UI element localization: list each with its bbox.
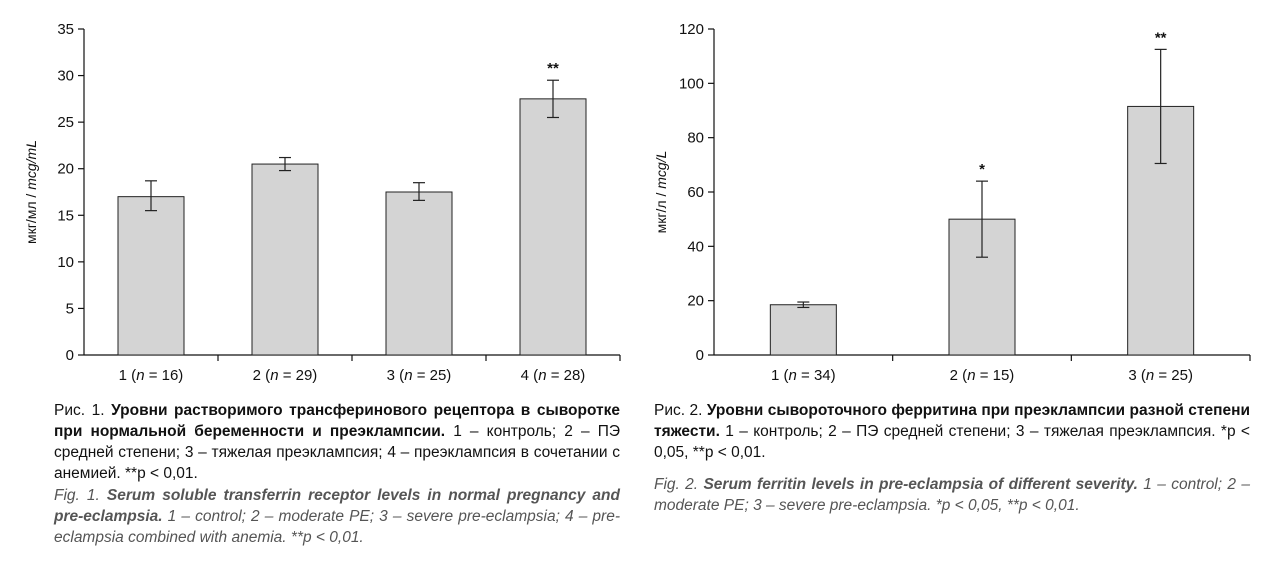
significance-marker: ** (547, 60, 559, 77)
caption-2-ru-title: Уровни сывороточного ферритина при преэк… (654, 402, 1250, 440)
bar (117, 196, 185, 356)
bar (385, 191, 453, 356)
x-tick-label-post: = 29) (279, 367, 318, 384)
x-tick-label-n: n (404, 367, 412, 384)
x-tick-label: 3 (n = 25) (387, 367, 452, 384)
x-tick-label: 1 (n = 16) (119, 367, 184, 384)
x-tick-label-post: = 34) (797, 367, 836, 384)
y-tick-label: 120 (679, 21, 704, 38)
x-tick-label-post: = 16) (145, 367, 184, 384)
y-tick-label: 0 (696, 347, 704, 364)
caption-1-en-prefix: Fig. 1. (54, 487, 107, 504)
caption-1-en-title: Serum soluble transferrin receptor level… (54, 487, 620, 525)
caption-1-ru-prefix: Рис. 1. (54, 402, 112, 419)
bar (769, 304, 837, 356)
x-tick-label-n: n (538, 367, 546, 384)
y-tick-label: 10 (57, 254, 74, 271)
caption-1-en-text: 1 – control; 2 – moderate PE; 3 – severe… (54, 508, 620, 546)
x-tick-label-pre: 3 ( (387, 367, 405, 384)
y-tick-label: 100 (679, 75, 704, 92)
y-axis-label-main: мкг/мл / (23, 190, 39, 244)
x-tick-label-pre: 4 ( (521, 367, 539, 384)
y-tick-label: 60 (687, 184, 704, 201)
x-tick-label-n: n (967, 367, 975, 384)
x-tick-label-pre: 2 ( (253, 367, 271, 384)
y-tick-label: 30 (57, 68, 74, 85)
y-tick-label: 20 (687, 293, 704, 310)
x-tick-label-n: n (136, 367, 144, 384)
y-axis-label-main: мкг/л / (653, 189, 669, 234)
caption-2-ru-text: 1 – контроль; 2 – ПЭ средней степени; 3 … (654, 423, 1250, 461)
x-tick-label-post: = 25) (413, 367, 452, 384)
y-axis-label-unit: mcg/mL (23, 140, 39, 190)
y-tick-label: 0 (66, 347, 74, 364)
x-tick-label-pre: 2 ( (950, 367, 968, 384)
caption-1-en: Fig. 1. Serum soluble transferrin recept… (54, 485, 620, 548)
x-tick-label-n: n (270, 367, 278, 384)
x-tick-label-pre: 1 ( (119, 367, 137, 384)
y-tick-label: 25 (57, 114, 74, 131)
x-tick-label-pre: 3 ( (1128, 367, 1146, 384)
caption-2-en-title: Serum ferritin levels in pre-eclampsia o… (703, 476, 1138, 493)
x-tick-label: 2 (n = 15) (950, 367, 1015, 384)
x-tick-label: 4 (n = 28) (521, 367, 586, 384)
y-axis-label: мкг/л / mcg/L (653, 151, 669, 234)
significance-marker: * (979, 161, 985, 178)
y-tick-label: 35 (57, 21, 74, 38)
bar (519, 98, 587, 356)
y-tick-label: 40 (687, 238, 704, 255)
x-tick-label-pre: 1 ( (771, 367, 789, 384)
caption-1-ru-text: 1 – контроль; 2 – ПЭ средней степени; 3 … (54, 423, 620, 482)
y-axis-label: мкг/мл / mcg/mL (23, 140, 39, 244)
x-tick-label-post: = 25) (1154, 367, 1193, 384)
caption-2-ru: Рис. 2. Уровни сывороточного ферритина п… (654, 400, 1250, 463)
caption-2-en-prefix: Fig. 2. (654, 476, 704, 493)
y-tick-label: 80 (687, 130, 704, 147)
y-tick-label: 20 (57, 161, 74, 178)
significance-marker: ** (1155, 29, 1167, 46)
caption-2-ru-prefix: Рис. 2. (654, 402, 707, 419)
y-tick-label: 15 (57, 207, 74, 224)
x-tick-label: 1 (n = 34) (771, 367, 836, 384)
bar (251, 163, 319, 356)
caption-1-ru-title: Уровни растворимого трансферинового реце… (54, 402, 621, 440)
y-axis-label-unit: mcg/L (653, 151, 669, 189)
caption-1-ru: Рис. 1. Уровни растворимого трансферинов… (54, 400, 620, 484)
y-tick-label: 5 (66, 300, 74, 317)
figure-2: 0 20 40 60 80 100 120 мкг/л / mcg/L 1 (n = 34) * 2… (640, 0, 1280, 514)
caption-2-en-text: 1 – control; 2 – moderate PE; 3 – severe… (654, 476, 1250, 514)
figure-1: 0 5 10 15 20 25 30 35 мкг/мл / mcg/mL 1 (n = 16) 2… (0, 0, 640, 546)
caption-2-en: Fig. 2. Serum ferritin levels in pre-ecl… (654, 474, 1250, 516)
x-tick-label-post: = 15) (976, 367, 1015, 384)
x-tick-label-n: n (789, 367, 797, 384)
x-tick-label-n: n (1146, 367, 1154, 384)
x-tick-label: 2 (n = 29) (253, 367, 318, 384)
x-tick-label-post: = 28) (547, 367, 586, 384)
x-tick-label: 3 (n = 25) (1128, 367, 1193, 384)
